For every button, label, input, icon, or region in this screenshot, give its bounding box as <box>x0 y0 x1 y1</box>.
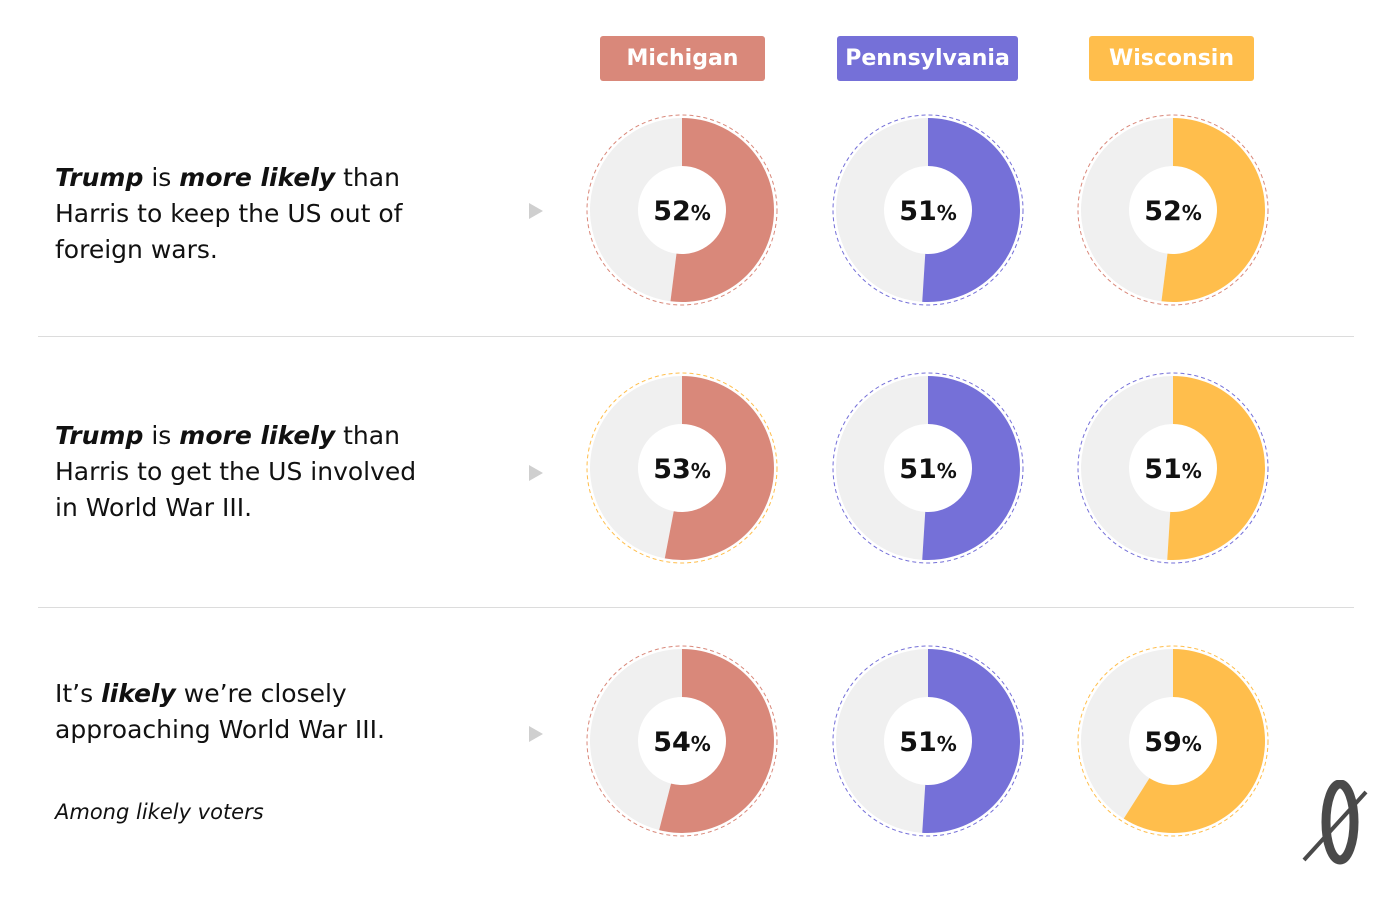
donut-value-label: 52% <box>653 196 711 227</box>
donut-remainder-slice <box>1081 118 1173 302</box>
donut-value-label: 51% <box>1144 454 1202 485</box>
emphasis-text: likely <box>101 679 176 708</box>
donut-value-label: 51% <box>899 727 957 758</box>
donut-value-slice <box>1123 649 1266 833</box>
statement-line: It’s likely we’re closely <box>55 676 495 712</box>
row-1-arrow-icon <box>529 203 543 219</box>
statement-text: It’s <box>55 679 102 708</box>
donut-remainder-slice <box>590 118 682 302</box>
donut-dashed-ring <box>586 645 778 837</box>
statement-text: than <box>335 163 400 192</box>
donut-remainder-slice <box>589 376 682 559</box>
statement-line: Harris to keep the US out of <box>55 196 495 232</box>
brand-logo-icon <box>1302 780 1368 865</box>
donut-wisconsin-row-2: 51% <box>1077 372 1269 564</box>
statement-text: Harris to keep the US out of <box>55 199 403 228</box>
donut-michigan-row-2: 53% <box>586 372 778 564</box>
emphasis-text: Trump <box>55 421 144 450</box>
statement-text: Harris to get the US involved <box>55 457 417 486</box>
donut-value-slice <box>922 649 1020 833</box>
statement-row-3: It’s likely we’re closely approaching Wor… <box>55 676 495 748</box>
statement-line: Trump is more likely than <box>55 418 495 454</box>
donut-dashed-ring <box>586 114 778 306</box>
statement-row-2: Trump is more likely than Harris to get t… <box>55 418 495 526</box>
donut-remainder-slice <box>835 649 928 833</box>
statement-text: is <box>143 163 180 192</box>
statement-text: we’re closely <box>175 679 347 708</box>
statement-text: in World War III. <box>55 493 253 522</box>
emphasis-text: Trump <box>55 163 144 192</box>
statement-line: Trump is more likely than <box>55 160 495 196</box>
donut-dashed-ring <box>832 114 1024 306</box>
donut-pennsylvania-row-3: 51% <box>832 645 1024 837</box>
donut-value-label: 52% <box>1144 196 1202 227</box>
statement-line: approaching World War III. <box>55 712 495 748</box>
statement-line: foreign wars. <box>55 232 495 268</box>
row-divider <box>38 336 1354 337</box>
state-tag-pennsylvania: Pennsylvania <box>837 36 1018 81</box>
state-tag-wisconsin: Wisconsin <box>1089 36 1254 81</box>
footnote: Among likely voters <box>55 800 264 824</box>
donut-wisconsin-row-3: 59% <box>1077 645 1269 837</box>
donut-value-label: 51% <box>899 196 957 227</box>
donut-remainder-slice <box>835 376 928 560</box>
donut-michigan-row-3: 54% <box>586 645 778 837</box>
donut-value-slice <box>1167 376 1265 560</box>
donut-pennsylvania-row-2: 51% <box>832 372 1024 564</box>
donut-michigan-row-1: 52% <box>586 114 778 306</box>
state-tag-michigan: Michigan <box>600 36 765 81</box>
donut-value-slice <box>922 376 1020 560</box>
donut-value-slice <box>1161 118 1265 303</box>
donut-value-slice <box>659 649 775 833</box>
emphasis-text: more likely <box>179 421 336 450</box>
row-2-arrow-icon <box>529 465 543 481</box>
donut-value-slice <box>670 118 774 303</box>
donut-value-label: 51% <box>899 454 957 485</box>
row-3-arrow-icon <box>529 726 543 742</box>
statement-row-1: Trump is more likely than Harris to keep … <box>55 160 495 268</box>
donut-pennsylvania-row-1: 51% <box>832 114 1024 306</box>
donut-remainder-slice <box>836 118 928 302</box>
statement-text: approaching World War III. <box>55 715 385 744</box>
statement-line: Harris to get the US involved <box>55 454 495 490</box>
donut-dashed-ring <box>586 372 778 564</box>
donut-remainder-slice <box>590 649 682 831</box>
statement-text: than <box>335 421 400 450</box>
donut-value-slice <box>664 376 774 560</box>
donut-dashed-ring <box>1077 645 1269 837</box>
statement-line: in World War III. <box>55 490 495 526</box>
statement-text: is <box>143 421 180 450</box>
row-divider <box>38 607 1354 608</box>
donut-dashed-ring <box>832 372 1024 564</box>
donut-value-label: 59% <box>1144 727 1202 758</box>
donut-wisconsin-row-1: 52% <box>1077 114 1269 306</box>
donut-value-label: 53% <box>653 454 711 485</box>
emphasis-text: more likely <box>179 163 336 192</box>
donut-value-slice <box>922 118 1021 302</box>
donut-dashed-ring <box>832 645 1024 837</box>
donut-value-label: 54% <box>653 727 711 758</box>
donut-remainder-slice <box>1081 649 1173 819</box>
donut-dashed-ring <box>1077 114 1269 306</box>
statement-text: foreign wars. <box>55 235 218 264</box>
donut-dashed-ring <box>1077 372 1269 564</box>
donut-remainder-slice <box>1080 376 1173 560</box>
